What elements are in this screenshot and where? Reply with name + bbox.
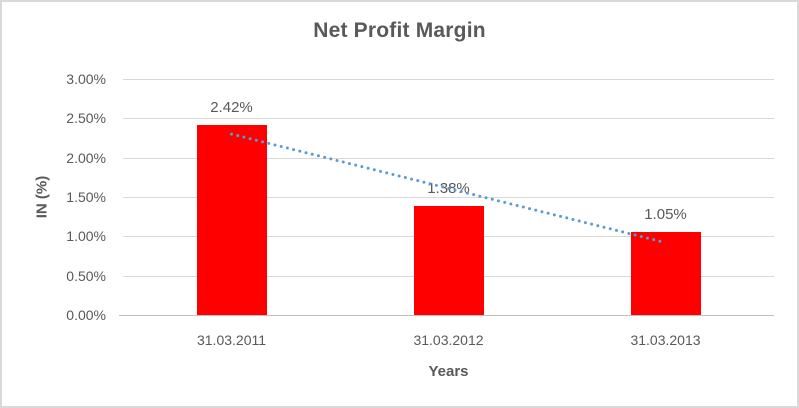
chart-title: Net Profit Margin (313, 19, 486, 42)
x-tick-label: 31.03.2011 (196, 332, 267, 348)
bar-value-label: 1.05% (644, 206, 687, 224)
y-tick-label: 1.00% (66, 228, 106, 244)
y-gridline (123, 79, 774, 80)
y-tick-label: 1.50% (66, 189, 106, 205)
x-tick-label: 31.03.2013 (630, 332, 701, 348)
y-tick-label: 2.00% (66, 150, 106, 166)
x-tick-label: 31.03.2012 (413, 332, 484, 348)
x-axis-line (119, 315, 774, 316)
x-axis-title: Years (428, 363, 469, 380)
bar-value-label: 1.38% (427, 180, 470, 198)
bar-31.03.2012 (413, 206, 484, 315)
y-tick-label: 2.50% (66, 110, 106, 126)
bar-31.03.2013 (630, 232, 701, 315)
y-tick-label: 0.00% (66, 307, 106, 323)
y-tick-label: 3.00% (66, 71, 106, 87)
bar-value-label: 2.42% (210, 98, 253, 116)
y-tick-label: 0.50% (66, 268, 106, 284)
bar-31.03.2011 (196, 124, 267, 315)
y-gridline (123, 118, 774, 119)
